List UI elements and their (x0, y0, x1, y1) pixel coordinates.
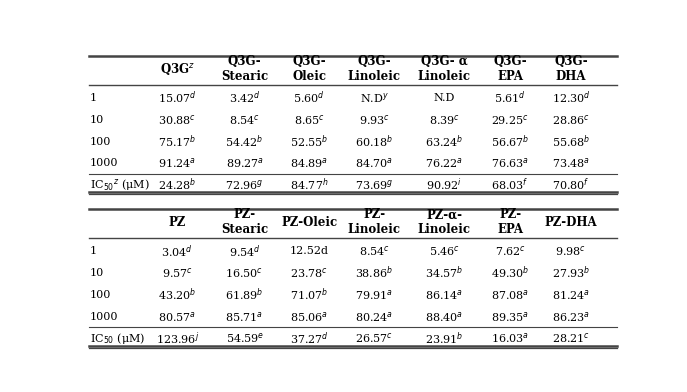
Text: 12.30$^d$: 12.30$^d$ (552, 90, 590, 106)
Text: 9.98$^c$: 9.98$^c$ (556, 244, 587, 258)
Text: 54.42$^b$: 54.42$^b$ (225, 133, 264, 150)
Text: PZ-Oleic: PZ-Oleic (281, 216, 337, 229)
Text: 29.25$^c$: 29.25$^c$ (491, 113, 529, 127)
Text: 75.17$^b$: 75.17$^b$ (158, 133, 196, 150)
Text: Q3G$^z$: Q3G$^z$ (159, 61, 194, 77)
Text: 86.14$^a$: 86.14$^a$ (425, 288, 463, 302)
Text: 8.54$^c$: 8.54$^c$ (359, 244, 390, 258)
Text: 73.69$^g$: 73.69$^g$ (354, 178, 394, 192)
Text: PZ: PZ (168, 216, 185, 229)
Text: 87.08$^a$: 87.08$^a$ (491, 288, 529, 302)
Text: IC$_{50}$$^z$ (μM): IC$_{50}$$^z$ (μM) (90, 177, 150, 193)
Text: 72.96$^g$: 72.96$^g$ (225, 178, 264, 192)
Text: Q3G-
Linoleic: Q3G- Linoleic (348, 55, 401, 83)
Text: 56.67$^b$: 56.67$^b$ (491, 133, 530, 150)
Text: 34.57$^b$: 34.57$^b$ (425, 265, 463, 281)
Text: 30.88$^c$: 30.88$^c$ (158, 113, 196, 127)
Text: PZ-
EPA: PZ- EPA (497, 208, 523, 236)
Text: 1: 1 (90, 247, 98, 256)
Text: 3.42$^d$: 3.42$^d$ (229, 90, 260, 106)
Text: 84.70$^a$: 84.70$^a$ (355, 156, 393, 170)
Text: Q3G-
DHA: Q3G- DHA (554, 55, 588, 83)
Text: 37.27$^d$: 37.27$^d$ (290, 330, 328, 347)
Text: 80.57$^a$: 80.57$^a$ (158, 310, 196, 323)
Text: 8.39$^c$: 8.39$^c$ (429, 113, 460, 127)
Text: 49.30$^b$: 49.30$^b$ (491, 265, 530, 281)
Text: 23.91$^b$: 23.91$^b$ (425, 330, 463, 347)
Text: Q3G-
EPA: Q3G- EPA (493, 55, 527, 83)
Text: 54.59$^e$: 54.59$^e$ (225, 331, 264, 345)
Text: 27.93$^b$: 27.93$^b$ (552, 265, 590, 281)
Text: Q3G- α
Linoleic: Q3G- α Linoleic (418, 55, 471, 83)
Text: 23.78$^c$: 23.78$^c$ (290, 266, 328, 280)
Text: 1: 1 (90, 93, 98, 103)
Text: PZ-
Linoleic: PZ- Linoleic (348, 208, 401, 236)
Text: Q3G-
Stearic: Q3G- Stearic (221, 55, 268, 83)
Text: 8.54$^c$: 8.54$^c$ (229, 113, 260, 127)
Text: 80.24$^a$: 80.24$^a$ (355, 310, 393, 323)
Text: 5.61$^d$: 5.61$^d$ (494, 90, 526, 106)
Text: PZ-
Stearic: PZ- Stearic (221, 208, 268, 236)
Text: 24.28$^b$: 24.28$^b$ (158, 177, 196, 193)
Text: 100: 100 (90, 136, 111, 147)
Text: 68.03$^f$: 68.03$^f$ (491, 177, 529, 193)
Text: 28.86$^c$: 28.86$^c$ (552, 113, 590, 127)
Text: 12.52d: 12.52d (290, 247, 329, 256)
Text: 60.18$^b$: 60.18$^b$ (354, 133, 393, 150)
Text: 15.07$^d$: 15.07$^d$ (157, 90, 196, 106)
Text: 86.23$^a$: 86.23$^a$ (552, 310, 590, 323)
Text: 3.04$^d$: 3.04$^d$ (161, 243, 193, 260)
Text: 88.40$^a$: 88.40$^a$ (425, 310, 463, 323)
Text: 9.57$^c$: 9.57$^c$ (161, 266, 192, 280)
Text: 84.89$^a$: 84.89$^a$ (291, 156, 328, 170)
Text: 55.68$^b$: 55.68$^b$ (552, 133, 590, 150)
Text: Q3G-
Oleic: Q3G- Oleic (292, 55, 326, 83)
Text: 85.06$^a$: 85.06$^a$ (290, 310, 328, 323)
Text: 26.57$^c$: 26.57$^c$ (355, 331, 393, 345)
Text: 79.91$^a$: 79.91$^a$ (355, 288, 393, 302)
Text: 85.71$^a$: 85.71$^a$ (225, 310, 264, 323)
Text: 123.96$^j$: 123.96$^j$ (155, 330, 199, 347)
Text: N.D: N.D (433, 93, 455, 103)
Text: 7.62$^c$: 7.62$^c$ (495, 244, 526, 258)
Text: 5.46$^c$: 5.46$^c$ (429, 244, 460, 258)
Text: 91.24$^a$: 91.24$^a$ (158, 156, 196, 170)
Text: 71.07$^b$: 71.07$^b$ (290, 287, 328, 303)
Text: IC$_{50}$ (μM): IC$_{50}$ (μM) (90, 331, 146, 346)
Text: 1000: 1000 (90, 158, 119, 168)
Text: PZ-DHA: PZ-DHA (545, 216, 597, 229)
Text: 100: 100 (90, 290, 111, 300)
Text: 5.60$^d$: 5.60$^d$ (293, 90, 325, 106)
Text: 1000: 1000 (90, 312, 119, 321)
Text: 16.03$^a$: 16.03$^a$ (491, 331, 529, 345)
Text: 89.27$^a$: 89.27$^a$ (225, 156, 264, 170)
Text: 9.93$^c$: 9.93$^c$ (359, 113, 390, 127)
Text: PZ-α-
Linoleic: PZ-α- Linoleic (418, 208, 471, 236)
Text: 9.54$^d$: 9.54$^d$ (229, 243, 260, 260)
Text: 52.55$^b$: 52.55$^b$ (290, 133, 328, 150)
Text: 38.86$^b$: 38.86$^b$ (355, 265, 393, 281)
Text: 76.63$^a$: 76.63$^a$ (491, 156, 529, 170)
Text: 16.50$^c$: 16.50$^c$ (225, 266, 264, 280)
Text: 84.77$^h$: 84.77$^h$ (290, 177, 328, 193)
Text: 90.92$^i$: 90.92$^i$ (426, 177, 462, 193)
Text: 73.48$^a$: 73.48$^a$ (552, 156, 590, 170)
Text: 43.20$^b$: 43.20$^b$ (158, 287, 196, 303)
Text: 10: 10 (90, 268, 104, 278)
Text: 70.80$^f$: 70.80$^f$ (552, 177, 589, 193)
Text: 89.35$^a$: 89.35$^a$ (491, 310, 529, 323)
Text: 8.65$^c$: 8.65$^c$ (294, 113, 325, 127)
Text: 10: 10 (90, 115, 104, 125)
Text: 76.22$^a$: 76.22$^a$ (425, 156, 463, 170)
Text: 63.24$^b$: 63.24$^b$ (425, 133, 463, 150)
Text: 61.89$^b$: 61.89$^b$ (225, 287, 264, 303)
Text: 28.21$^c$: 28.21$^c$ (552, 331, 590, 345)
Text: 81.24$^a$: 81.24$^a$ (552, 288, 590, 302)
Text: N.D$^y$: N.D$^y$ (359, 91, 389, 105)
